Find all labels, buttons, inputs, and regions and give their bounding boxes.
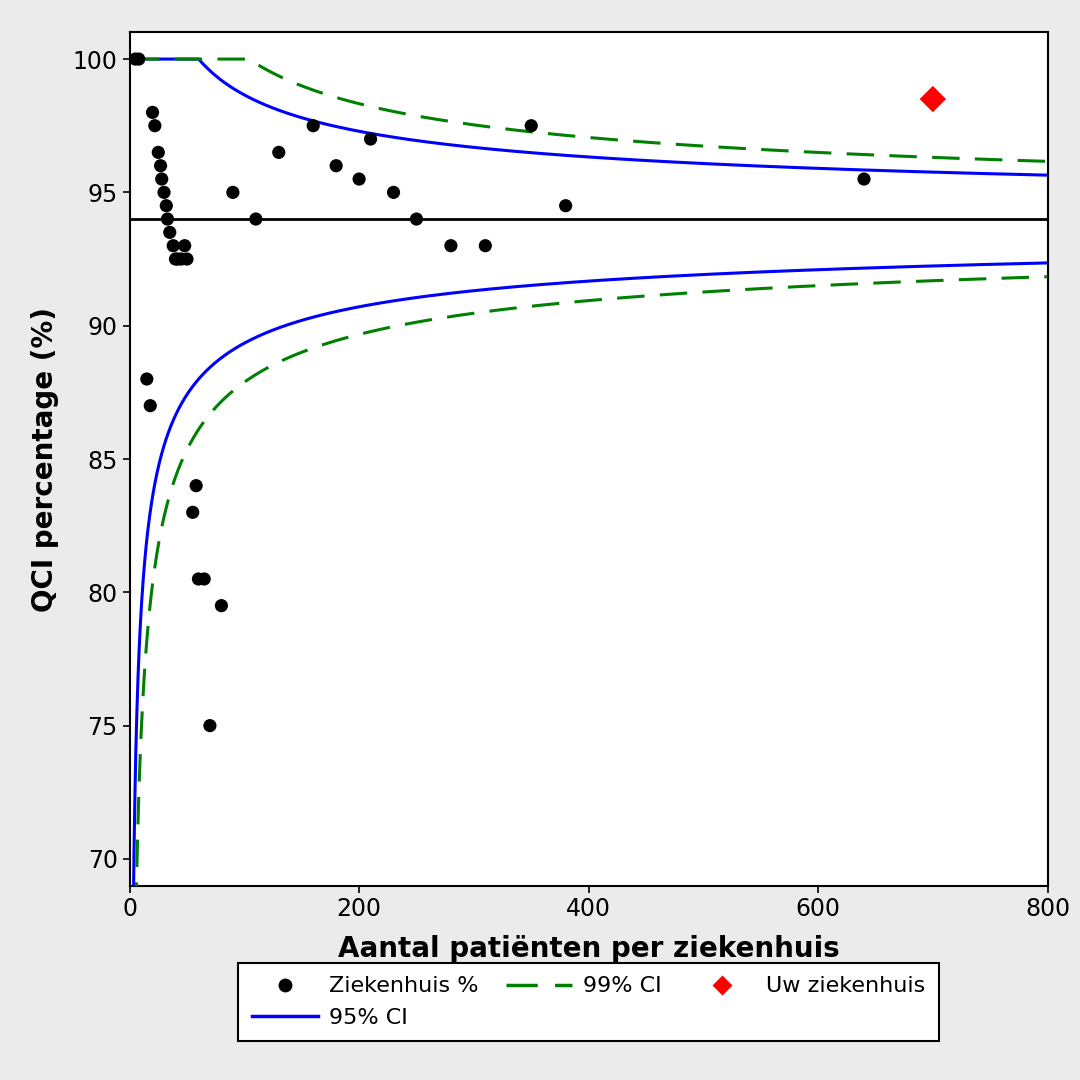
Point bbox=[305, 117, 322, 134]
Point bbox=[523, 117, 540, 134]
Point bbox=[855, 171, 873, 188]
Point bbox=[130, 51, 147, 68]
Point bbox=[327, 157, 345, 174]
Point bbox=[476, 238, 494, 255]
Point bbox=[225, 184, 242, 201]
Point bbox=[144, 104, 161, 121]
Y-axis label: QCI percentage (%): QCI percentage (%) bbox=[31, 307, 59, 611]
Point bbox=[170, 251, 187, 268]
Point bbox=[152, 157, 170, 174]
Point bbox=[247, 211, 265, 228]
Point bbox=[362, 131, 379, 148]
Point bbox=[190, 570, 207, 588]
Point bbox=[141, 397, 159, 415]
Point bbox=[166, 251, 184, 268]
Point bbox=[195, 570, 213, 588]
X-axis label: Aantal patiënten per ziekenhuis: Aantal patiënten per ziekenhuis bbox=[338, 935, 839, 963]
Point bbox=[178, 251, 195, 268]
Point bbox=[161, 224, 178, 241]
Point bbox=[173, 251, 190, 268]
Point bbox=[126, 51, 144, 68]
Point bbox=[924, 91, 942, 108]
Point bbox=[150, 144, 167, 161]
Point bbox=[153, 171, 171, 188]
Point bbox=[201, 717, 218, 734]
Point bbox=[156, 184, 173, 201]
Point bbox=[184, 503, 201, 521]
Point bbox=[213, 597, 230, 615]
Point bbox=[350, 171, 367, 188]
Point bbox=[146, 117, 163, 134]
Point bbox=[443, 238, 460, 255]
Legend: Ziekenhuis %, 95% CI, 99% CI, Uw ziekenhuis: Ziekenhuis %, 95% CI, 99% CI, Uw ziekenh… bbox=[239, 963, 939, 1041]
Point bbox=[270, 144, 287, 161]
Point bbox=[164, 238, 181, 255]
Point bbox=[384, 184, 402, 201]
Point bbox=[557, 197, 575, 214]
Point bbox=[158, 197, 175, 214]
Point bbox=[408, 211, 426, 228]
Point bbox=[159, 211, 176, 228]
Point bbox=[176, 238, 193, 255]
Point bbox=[188, 477, 205, 495]
Point bbox=[138, 370, 156, 388]
